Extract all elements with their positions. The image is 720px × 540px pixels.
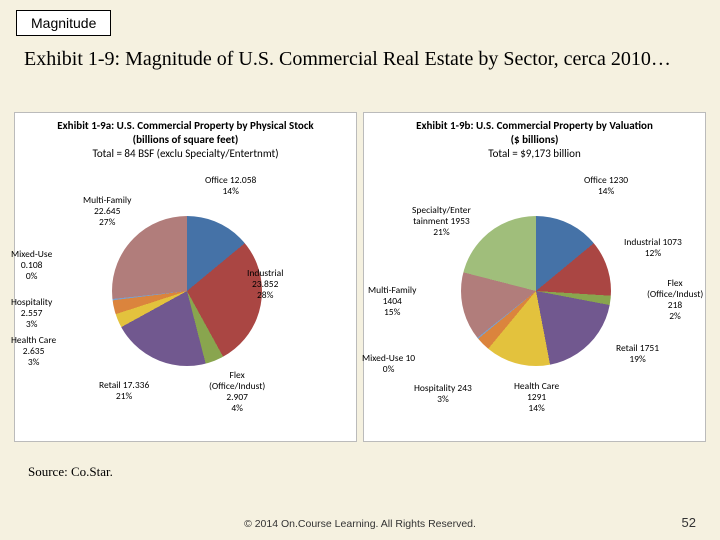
slice-label-sub: 14% — [514, 403, 559, 414]
slice-label-sub: 4% — [209, 403, 265, 414]
slice-label-sub: 21% — [99, 391, 149, 402]
tab-label: Magnitude — [31, 15, 96, 31]
left-pie — [111, 215, 263, 367]
slice-label-industrial: Industrial 107312% — [624, 237, 682, 259]
slice-label-sub: 21% — [412, 227, 471, 238]
slice-label-sub: 3% — [414, 394, 472, 405]
slice-label-healthcare: Health Care2.6353% — [11, 335, 56, 368]
left-pie-wrap: Office 12.05814%Industrial23.85228%Flex(… — [15, 185, 356, 441]
slice-label-sub: 28% — [247, 290, 283, 301]
right-chart-title-3: Total = $9,173 billion — [488, 147, 581, 160]
copyright-text: © 2014 On.Course Learning. All Rights Re… — [0, 518, 720, 530]
slice-label-retail: Retail 175119% — [616, 343, 659, 365]
right-chart-title-1: Exhibit 1-9b: U.S. Commercial Property b… — [416, 119, 653, 132]
slice-label-retail: Retail 17.33621% — [99, 380, 149, 402]
slice-label-office: Office 12.05814% — [205, 175, 256, 197]
left-chart-panel: Exhibit 1-9a: U.S. Commercial Property b… — [14, 112, 357, 442]
left-chart-title-1: Exhibit 1-9a: U.S. Commercial Property b… — [57, 119, 313, 132]
slice-label-hospitality: Hospitality 2433% — [414, 383, 472, 405]
slice-label-hospitality: Hospitality2.5573% — [11, 297, 52, 330]
slice-label-sub: 14% — [584, 186, 628, 197]
page-number: 52 — [682, 515, 696, 530]
slice-label-multifamily: Multi-Family22.64527% — [83, 195, 131, 228]
right-pie-wrap: Office 123014%Industrial 107312%Flex(Off… — [364, 185, 705, 441]
exhibit-title: Exhibit 1-9: Magnitude of U.S. Commercia… — [24, 46, 696, 72]
slice-label-multifamily: Multi-Family140415% — [368, 285, 416, 318]
slice-label-sub: 2% — [647, 311, 703, 322]
slice-label-sub: 0% — [362, 364, 415, 375]
slice-label-mixeduse: Mixed-Use 100% — [362, 353, 415, 375]
slice-label-flex: Flex(Office/Indust)2182% — [647, 278, 703, 322]
left-chart-title-2: (billions of square feet) — [133, 133, 239, 146]
slice-label-industrial: Industrial23.85228% — [247, 268, 283, 301]
slice-label-sub: 14% — [205, 186, 256, 197]
right-pie — [460, 215, 612, 367]
left-chart-header: Exhibit 1-9a: U.S. Commercial Property b… — [15, 119, 356, 160]
slice-label-flex: Flex(Office/Indust)2.9074% — [209, 370, 265, 414]
right-chart-title-2: ($ billions) — [511, 133, 559, 146]
slice-label-healthcare: Health Care129114% — [514, 381, 559, 414]
left-chart-title-3: Total = 84 BSF (exclu Specialty/Entertnm… — [92, 147, 278, 160]
slice-label-sub: 19% — [616, 354, 659, 365]
slice-label-sub: 15% — [368, 307, 416, 318]
source-text: Source: Co.Star. — [28, 464, 113, 480]
slice-label-mixeduse: Mixed-Use0.1080% — [11, 249, 52, 282]
right-chart-panel: Exhibit 1-9b: U.S. Commercial Property b… — [363, 112, 706, 442]
section-tab: Magnitude — [16, 10, 111, 36]
slice-label-office: Office 123014% — [584, 175, 628, 197]
slice-label-sub: 27% — [83, 217, 131, 228]
slice-label-sub: 3% — [11, 357, 56, 368]
slice-label-sub: 0% — [11, 271, 52, 282]
right-chart-header: Exhibit 1-9b: U.S. Commercial Property b… — [364, 119, 705, 160]
slice-label-sub: 12% — [624, 248, 682, 259]
slice-label-specialty: Specialty/Entertainment 195321% — [412, 205, 471, 238]
charts-row: Exhibit 1-9a: U.S. Commercial Property b… — [14, 112, 706, 442]
slice-label-sub: 3% — [11, 319, 52, 330]
